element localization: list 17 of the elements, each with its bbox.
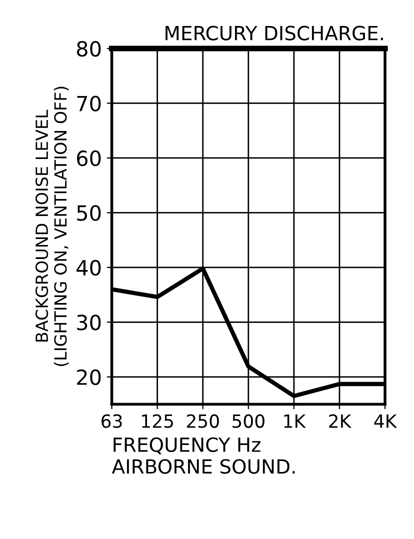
y-tick-label: 50 bbox=[77, 205, 101, 221]
y-axis-title: BACKGROUND NOISE LEVEL (LIGHTING ON, VENTILATION OFF) bbox=[35, 86, 69, 366]
x-axis-title: FREQUENCY Hz AIRBORNE SOUND. bbox=[112, 437, 295, 474]
y-tick-label: 80 bbox=[76, 40, 101, 57]
y-tick-label: 30 bbox=[77, 314, 101, 330]
chart-title: MERCURY DISCHARGE. bbox=[166, 26, 383, 40]
x-tick-label: 250 bbox=[186, 414, 219, 428]
y-tick-label: 60 bbox=[77, 150, 101, 166]
x-tick-label: 1K bbox=[284, 414, 306, 428]
x-tick-label: 4K bbox=[374, 414, 398, 428]
y-tick-label: 70 bbox=[77, 96, 101, 112]
x-tick-label: 125 bbox=[142, 414, 173, 428]
x-tick-label: 63 bbox=[102, 414, 122, 428]
x-tick-label: 500 bbox=[232, 414, 264, 428]
y-tick-label: 40 bbox=[76, 260, 101, 276]
y-tick-label: 20 bbox=[77, 369, 101, 386]
x-tick-label: 2K bbox=[329, 414, 352, 428]
